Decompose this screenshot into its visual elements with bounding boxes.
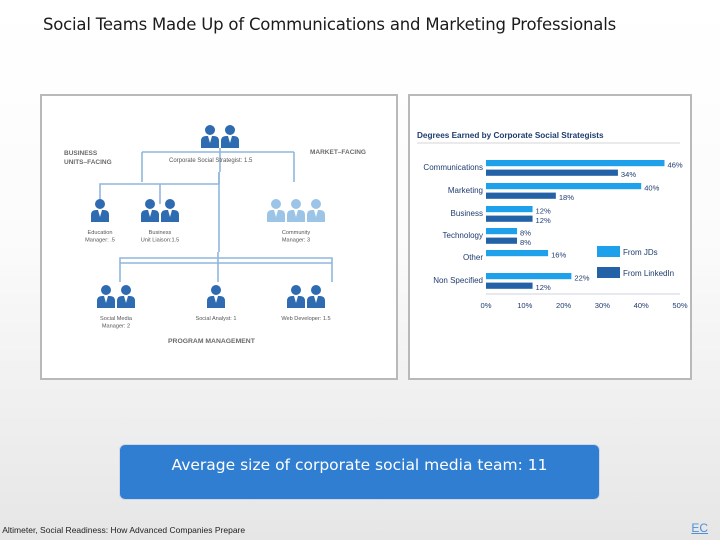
org-chart-panel: BUSINESS UNITS–FACING MARKET–FACING PROG… xyxy=(40,94,398,380)
x-tick-label: 10% xyxy=(517,301,532,310)
role-icon-figure xyxy=(287,285,305,308)
role-icon xyxy=(91,199,109,222)
bar xyxy=(486,206,533,213)
legend-entry: From LinkedIn xyxy=(623,269,674,278)
role-icon-figure xyxy=(307,285,325,308)
degrees-chart: Degrees Earned by Corporate Social Strat… xyxy=(417,131,688,310)
role-label: Web Developer: 1.5 xyxy=(281,316,330,322)
bar xyxy=(486,160,665,167)
x-tick-label: 40% xyxy=(634,301,649,310)
bar xyxy=(486,215,533,222)
role-label: Social Media xyxy=(100,316,133,322)
connector-program xyxy=(119,172,333,282)
role-icon xyxy=(287,285,325,308)
data-label: 40% xyxy=(644,184,659,193)
org-chart-connectors xyxy=(99,148,333,282)
legend-swatch xyxy=(597,246,620,257)
x-tick-label: 20% xyxy=(556,301,571,310)
connector-bracket xyxy=(119,257,333,263)
data-label: 16% xyxy=(551,251,566,260)
role-icon-figure xyxy=(161,199,179,222)
page-number-link[interactable]: EC xyxy=(691,521,708,535)
x-tick-label: 50% xyxy=(672,301,687,310)
bar xyxy=(486,237,518,244)
data-label: 18% xyxy=(559,193,574,202)
role-icon xyxy=(267,199,325,222)
bar xyxy=(486,228,518,235)
role-label: Community xyxy=(282,230,310,236)
org-role-labels: Education Manager: .5 Business Unit Liaison… xyxy=(85,230,331,330)
slide-title: Social Teams Made Up of Communications a… xyxy=(43,15,616,34)
source-citation: : Altimeter, Social Readiness: How Advan… xyxy=(0,525,246,535)
bar xyxy=(486,183,642,190)
average-team-size-callout: Average size of corporate social media t… xyxy=(119,444,600,500)
data-label: 8% xyxy=(520,238,531,247)
x-tick-label: 0% xyxy=(481,301,492,310)
corporate-social-strategist-icon xyxy=(201,125,239,148)
category-label: Business xyxy=(451,209,483,218)
role-icon xyxy=(141,199,179,222)
legend-swatch xyxy=(597,267,620,278)
corporate-social-strategist-icon-figure xyxy=(221,125,239,148)
data-label: 12% xyxy=(536,283,551,292)
role-icon-figure xyxy=(117,285,135,308)
corporate-social-strategist-icon-figure xyxy=(201,125,219,148)
business-units-facing-label-2: UNITS–FACING xyxy=(64,159,112,166)
category-label: Marketing xyxy=(448,186,483,195)
connector-top xyxy=(141,148,295,184)
role-label: Unit Liaison:1.5 xyxy=(141,238,180,244)
role-label: Social Analyst: 1 xyxy=(195,316,236,322)
degrees-chart-panel: Degrees Earned by Corporate Social Strat… xyxy=(408,94,692,380)
role-label: Manager: 2 xyxy=(102,324,130,330)
org-chart-people xyxy=(91,125,325,308)
role-label: Manager: .5 xyxy=(85,238,115,244)
data-label: 12% xyxy=(536,216,551,225)
chart-title: Degrees Earned by Corporate Social Strat… xyxy=(417,131,604,140)
role-icon-figure xyxy=(91,199,109,222)
org-chart: BUSINESS UNITS–FACING MARKET–FACING PROG… xyxy=(64,125,366,345)
top-role-label: Corporate Social Strategist: 1.5 xyxy=(169,158,253,164)
role-icon-figure xyxy=(307,199,325,222)
bar xyxy=(486,282,533,289)
program-management-label: PROGRAM MANAGEMENT xyxy=(168,338,256,345)
category-label: Other xyxy=(463,253,483,262)
category-label: Communications xyxy=(423,163,483,172)
data-label: 46% xyxy=(667,161,682,170)
role-icon-figure xyxy=(287,199,305,222)
x-tick-label: 30% xyxy=(595,301,610,310)
role-icon xyxy=(207,285,225,308)
bar xyxy=(486,250,549,257)
category-label: Non Specified xyxy=(433,276,483,285)
role-icon-figure xyxy=(141,199,159,222)
role-label: Education xyxy=(88,230,113,236)
business-units-facing-label-1: BUSINESS xyxy=(64,150,98,157)
role-icon xyxy=(97,285,135,308)
data-label: 22% xyxy=(574,274,589,283)
role-label: Manager: 3 xyxy=(282,238,310,244)
role-icon-figure xyxy=(267,199,285,222)
chart-marks: Communications 46% 34% Marketing 40% 18% Busin… xyxy=(417,142,688,310)
bar xyxy=(486,169,618,176)
data-label: 34% xyxy=(621,170,636,179)
category-label: Technology xyxy=(443,231,483,240)
bar xyxy=(486,273,572,280)
market-facing-label: MARKET–FACING xyxy=(310,149,366,156)
legend-entry: From JDs xyxy=(623,248,658,257)
role-icon-figure xyxy=(97,285,115,308)
bar xyxy=(486,192,556,199)
role-label: Business xyxy=(149,230,172,236)
data-label: 8% xyxy=(520,229,531,238)
data-label: 12% xyxy=(536,207,551,216)
connector-business xyxy=(99,183,219,204)
role-icon-figure xyxy=(207,285,225,308)
